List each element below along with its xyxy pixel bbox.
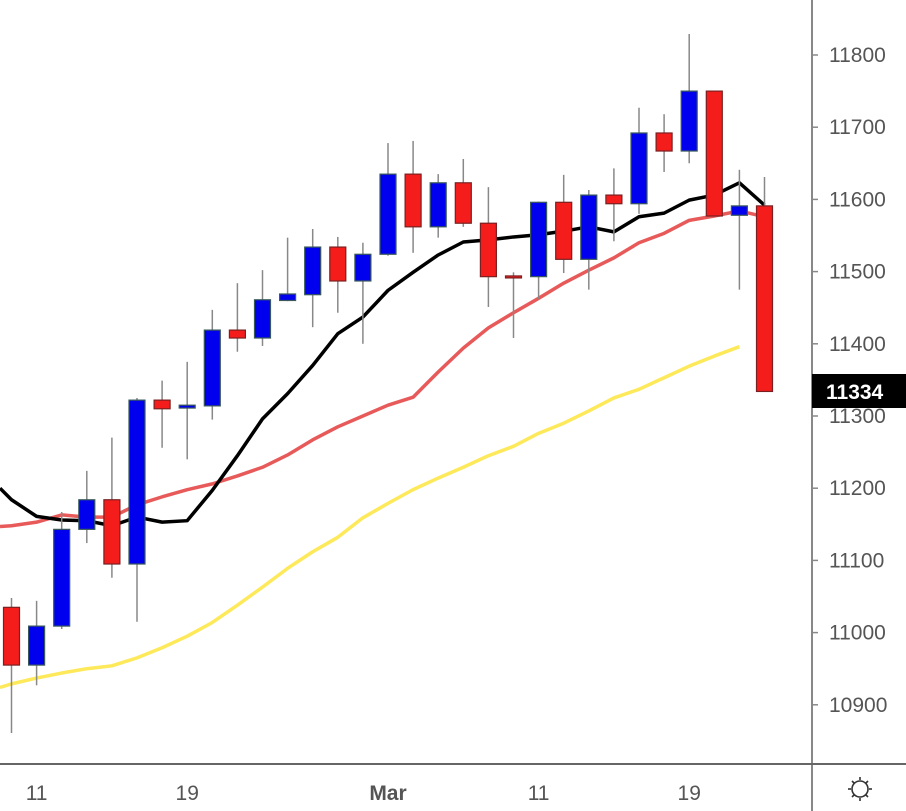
y-tick-label: 11300 [829,405,886,428]
candle-body [53,528,71,627]
candle-body [103,499,121,565]
candle-body [655,132,673,152]
candle [53,512,71,629]
candle-body [580,194,598,260]
candles [2,34,774,733]
candle-body [329,246,347,282]
candle-body [755,205,774,393]
candle [680,34,698,164]
candle-body [605,194,623,205]
candle [655,114,673,172]
candle [454,158,472,227]
candle-body [203,329,221,407]
sun-gear-icon[interactable] [848,777,872,801]
y-tick-label: 11200 [829,477,886,500]
y-tick-label: 11700 [829,116,886,139]
candle-body [529,201,548,278]
candle-body [279,293,297,302]
candle [504,272,523,339]
candle-body [304,246,322,296]
candle [153,380,171,448]
candle-body [2,606,21,666]
candle [103,437,121,578]
candle-body [253,299,272,339]
y-tick-label: 11400 [829,333,886,356]
candle [730,169,749,290]
x-tick-label: 19 [176,782,199,805]
candle [755,177,774,393]
candle-body [153,399,171,410]
candle [580,190,598,290]
candle-body [78,499,96,530]
y-tick-label: 11500 [829,261,886,284]
candle [630,107,648,214]
y-tick-label: 11100 [829,549,884,572]
candle [228,283,246,352]
last-price-text: 11334 [826,381,884,404]
candle [379,143,397,256]
ma-slow-line [0,345,741,690]
candle-body [404,173,422,228]
candle [28,600,46,686]
y-tick-label: 11000 [829,622,886,645]
x-tick-label: Mar [369,782,406,805]
candle-body [479,222,497,278]
candle-body [379,173,397,255]
candle-body [178,404,196,409]
candle [404,140,422,253]
candle [178,361,196,460]
candle [279,237,297,302]
candle [78,470,96,544]
candle [605,168,623,242]
x-tick-label: 19 [678,782,701,805]
candle [203,309,221,420]
candle [429,174,447,238]
candle-body [28,625,46,666]
last-price-bg [812,374,906,408]
candle [354,242,372,344]
y-tick-label: 11600 [829,188,886,211]
candle-body [705,90,723,217]
x-tick-label: 11 [528,782,550,805]
candle-body [630,132,648,205]
candle-body [730,205,749,216]
candle-body [504,275,523,279]
candle [128,397,146,622]
candle-body [128,399,146,565]
y-axis-ticks: 10900 11000 11100 11200 11300 11400 11500 11600… [812,44,887,717]
candle [253,270,272,346]
candle-body [429,182,447,228]
candle [329,236,347,313]
y-tick-label: 10900 [829,694,887,717]
candle [529,201,548,300]
candle [304,229,322,328]
candle [705,90,723,217]
candle [2,597,21,733]
y-tick-label: 11800 [829,44,886,67]
x-axis-ticks: 11 19 Mar 11 19 [26,782,701,805]
candle-body [354,253,372,282]
x-tick-label: 11 [26,782,48,805]
candle [555,174,573,274]
ma-mid-line [0,209,765,529]
candle [479,187,497,307]
candle-body [454,182,472,224]
candle-body [228,329,246,339]
candle-body [555,201,573,260]
candle-body [680,90,698,152]
moving-averages [0,181,766,690]
last-price-label: 11334 [812,374,906,408]
